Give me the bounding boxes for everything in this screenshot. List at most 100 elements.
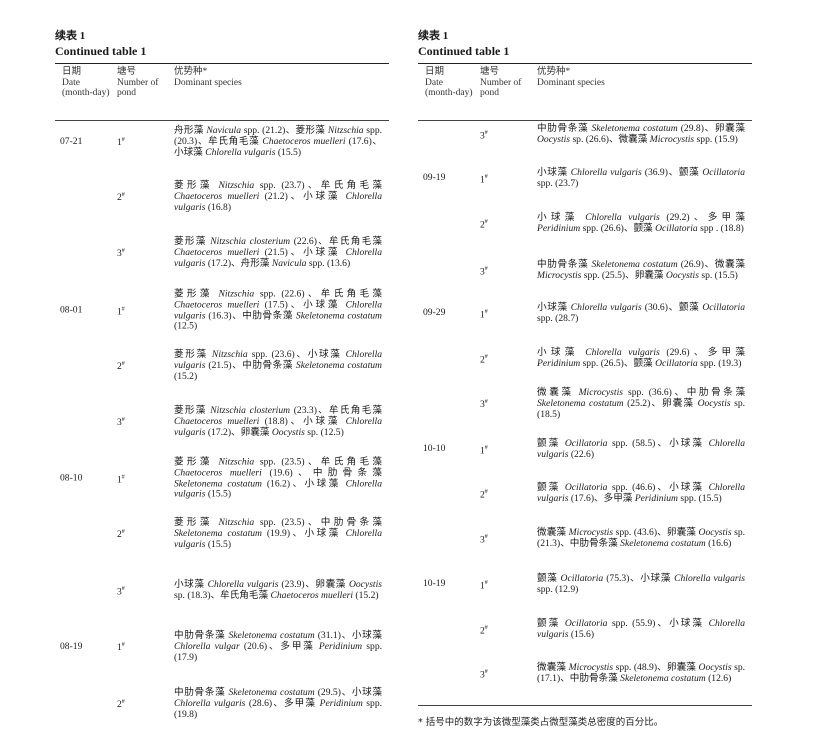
species-percent: (15.5) xyxy=(712,270,738,281)
separator: 、 xyxy=(608,134,619,145)
species-latin-name: Ocillatoria xyxy=(564,438,608,450)
pond-cell: 2# xyxy=(480,625,488,637)
species-latin-name: Skeletonema costatum xyxy=(620,673,706,684)
species-percent: (29.5) xyxy=(314,686,341,698)
species-spp: spp. xyxy=(362,640,383,652)
species-cn-name: 小球藻 xyxy=(303,246,346,258)
species-latin-name: Chlorella vulgaris xyxy=(174,697,246,709)
pond-cell: 2# xyxy=(480,219,488,231)
species-latin-name: Chaetoceros muelleri xyxy=(174,190,260,202)
species-latin-name: Skeletonema costatum xyxy=(295,310,382,321)
species-spp: spp. xyxy=(607,482,628,494)
separator: 、 xyxy=(231,257,241,269)
species-percent: (26.5) xyxy=(598,358,624,369)
species-spp: spp. xyxy=(362,697,383,709)
species-cn-name: 微囊藻 xyxy=(618,134,650,145)
species-percent: (55.9) xyxy=(627,618,656,630)
separator: 、 xyxy=(290,478,305,489)
species-latin-name: Ocillatoria xyxy=(564,618,608,630)
species-cn-name: 牟氏角毛藻 xyxy=(208,135,263,147)
species-spp: sp. xyxy=(174,590,185,601)
species-cn-name: 卵囊藻 xyxy=(634,270,666,281)
header-date-cn: 日期 xyxy=(62,67,82,77)
species-latin-name: Skeletonema costatum xyxy=(295,359,382,371)
species-latin-name: Chlorella vulgaris xyxy=(205,146,276,158)
species-cell: 中肋骨条藻 Skeletonema costatum (29.8)、卵囊藻 Oo… xyxy=(537,123,745,146)
species-cn-name: 多甲藻 xyxy=(283,697,320,709)
species-latin-name: Peridinium xyxy=(537,223,581,234)
species-cn-name: 中肋骨条藻 xyxy=(320,516,383,528)
pond-mark: # xyxy=(484,354,488,360)
species-latin-name: Microcystis xyxy=(568,527,614,539)
species-cell: 菱形藻 Nitzschia closterium (23.3)、牟氏角毛藻 Ch… xyxy=(174,405,382,438)
pond-cell: 3# xyxy=(117,417,125,429)
pond-cell: 2# xyxy=(117,361,125,373)
pond-mark: # xyxy=(121,642,125,649)
table-row: 08-10 1# 菱形藻 Nitzschia spp. (23.5)、牟氏角毛藻 C… xyxy=(55,457,389,500)
pond-cell: 1# xyxy=(480,174,488,186)
species-cn-name: 菱形藻 xyxy=(174,516,219,528)
header-date: 日期 Date (month-day) xyxy=(62,67,112,99)
species-percent: (22.6) xyxy=(568,449,595,460)
table-row: 3# 微囊藻 Microcystis spp. (36.6)、中肋骨条藻 Skel… xyxy=(418,386,752,420)
species-latin-name: Chlorella vulgaris xyxy=(674,573,745,585)
pond-mark: # xyxy=(121,474,125,480)
species-cell: 菱形藻 Nitzschia spp. (23.6)、小球藻 Chlorella … xyxy=(174,348,382,382)
separator: 、 xyxy=(625,270,635,281)
species-latin-name: Peridinium xyxy=(537,358,581,369)
species-percent: (17.5) xyxy=(259,299,288,311)
separator: 、 xyxy=(287,299,304,311)
species-spp: spp. xyxy=(241,124,260,136)
separator: 、 xyxy=(294,348,308,360)
species-cn-name: 小球藻 xyxy=(537,347,586,359)
species-latin-name: Nitzschia xyxy=(218,456,255,468)
species-percent: (28.6) xyxy=(245,697,273,709)
species-percent: (28.7) xyxy=(552,313,579,324)
species-cn-name: 牟氏角毛藻 xyxy=(220,590,271,601)
species-spp: spp. xyxy=(254,516,276,528)
species-percent: (19.6) xyxy=(261,467,293,479)
species-cell: 颤藻 Ocillatoria spp. (55.9)、小球藻 Chlorella… xyxy=(537,618,745,641)
species-spp: spp. xyxy=(537,178,553,189)
pond-mark: # xyxy=(121,192,125,199)
separator: 、 xyxy=(272,697,284,709)
species-percent: (31.1) xyxy=(314,629,341,641)
species-latin-name: Chlorella vulgaris xyxy=(174,478,382,500)
separator: 、 xyxy=(657,662,667,674)
table-row: 3# 微囊藻 Microcystis spp. (48.9)、卵囊藻 Oocyst… xyxy=(418,662,752,685)
species-cn-name: 卵囊藻 xyxy=(666,662,699,674)
separator: 、 xyxy=(316,235,330,247)
species-latin-name: Ocillatoria xyxy=(564,482,608,494)
species-cn-name: 小球藻 xyxy=(304,478,346,489)
species-cn-name: 中肋骨条藻 xyxy=(537,259,592,271)
species-percent: (17.2) xyxy=(205,257,232,269)
species-cn-name: 中肋骨条藻 xyxy=(686,386,746,398)
species-cn-name: 菱形藻 xyxy=(174,456,219,468)
date-cell: 09-29 xyxy=(423,307,446,319)
species-percent: (29.8) xyxy=(677,123,704,135)
species-latin-name: Skeletonema costatum xyxy=(174,478,262,489)
species-latin-name: Chlorella vulgaris xyxy=(537,438,745,460)
separator: 、 xyxy=(340,686,352,698)
header-pond: 塘号 Number of pond xyxy=(480,67,535,99)
species-cn-name: 卵囊藻 xyxy=(714,123,745,135)
species-cell: 中肋骨条藻 Skeletonema costatum (26.9)、微囊藻 Mi… xyxy=(537,259,745,282)
species-cn-name: 小球藻 xyxy=(669,618,709,630)
species-cn-name: 菱形藻 xyxy=(174,235,211,247)
species-percent: (23.5) xyxy=(275,456,305,468)
separator: 、 xyxy=(304,579,316,591)
species-latin-name: Nitzschia xyxy=(211,348,248,360)
species-percent: (19.8) xyxy=(174,708,198,720)
table-row: 3# 菱形藻 Nitzschia closterium (23.3)、牟氏角毛藻 … xyxy=(55,405,389,438)
species-latin-name: Nitzschia xyxy=(218,179,255,191)
species-cell: 中肋骨条藻 Skeletonema costatum (29.5)、小球藻 Ch… xyxy=(174,686,383,720)
species-percent: (17.6) xyxy=(568,493,595,504)
species-spp: spp. xyxy=(254,179,276,191)
table-row: 08-19 1# 中肋骨条藻 Skeletonema costatum (31.1)… xyxy=(55,629,389,663)
date-cell: 08-19 xyxy=(60,640,83,652)
species-percent: (21.3) xyxy=(537,538,561,549)
species-percent: (15.5) xyxy=(205,488,232,500)
species-cell: 颤藻 Ocillatoria spp. (58.5)、小球藻 Chlorella… xyxy=(537,438,745,461)
species-spp: spp. xyxy=(697,358,716,369)
species-latin-name: Skeletonema costatum xyxy=(591,259,678,271)
